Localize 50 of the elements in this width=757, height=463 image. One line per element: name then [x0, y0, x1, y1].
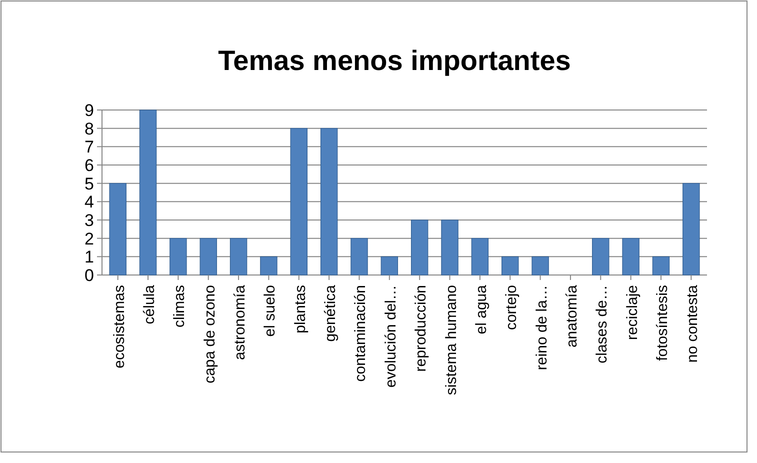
x-tick-label: reino de la…: [533, 285, 550, 370]
x-tick-label: clases de…: [594, 285, 611, 364]
bar: [652, 256, 670, 276]
bar: [622, 238, 640, 276]
x-tick-label: sistema humano: [442, 285, 460, 396]
bar: [139, 110, 157, 276]
chart-title: Temas menos importantes: [218, 45, 571, 76]
bar: [502, 256, 519, 276]
x-tick-label: no contesta: [684, 284, 702, 363]
bar: [260, 256, 278, 276]
y-tick-label: 0: [84, 266, 94, 285]
x-tick-label: célula: [141, 284, 158, 324]
bar: [320, 128, 338, 276]
y-tick-label: 7: [84, 138, 94, 157]
bar: [410, 220, 428, 276]
x-tick-label: reproducción: [412, 285, 430, 372]
x-tick-label: astronomía: [232, 284, 249, 360]
bar: [350, 238, 368, 276]
y-tick-label: 9: [84, 100, 94, 120]
bar: [109, 183, 126, 276]
y-tick-label: 8: [84, 119, 94, 138]
bar: [441, 220, 458, 276]
y-tick-label: 3: [84, 210, 94, 230]
x-tick-label: genética: [322, 284, 340, 342]
x-tick-label: ecosistemas: [110, 285, 128, 368]
x-tick-label: fotosíntesis: [654, 285, 671, 361]
bar: [592, 238, 610, 276]
y-tick-label: 5: [84, 174, 94, 194]
bar: [290, 128, 308, 276]
bar: [471, 238, 489, 276]
x-tick-label: plantas: [292, 285, 309, 334]
y-tick-label: 2: [84, 229, 94, 248]
bar: [230, 238, 248, 276]
bar: [532, 256, 549, 276]
bar: [170, 238, 187, 276]
x-tick-label: capa de ozono: [201, 285, 218, 384]
y-tick-label: 1: [84, 248, 94, 267]
x-tick-label: reciclaje: [624, 285, 641, 340]
x-tick-label: anatomía: [563, 284, 580, 348]
x-tick-label: contaminación: [352, 285, 370, 382]
y-tick-label: 4: [84, 192, 94, 212]
x-tick-label: el suelo: [262, 285, 279, 337]
x-tick-label: climas: [171, 285, 188, 328]
bar: [682, 183, 700, 276]
x-tick-label: cortejo: [503, 285, 520, 330]
bar: [380, 256, 398, 276]
bar: [200, 238, 217, 276]
x-tick-label: evolución del…: [382, 285, 400, 388]
x-tick-label: el agua: [472, 284, 490, 334]
y-tick-label: 6: [84, 156, 94, 175]
